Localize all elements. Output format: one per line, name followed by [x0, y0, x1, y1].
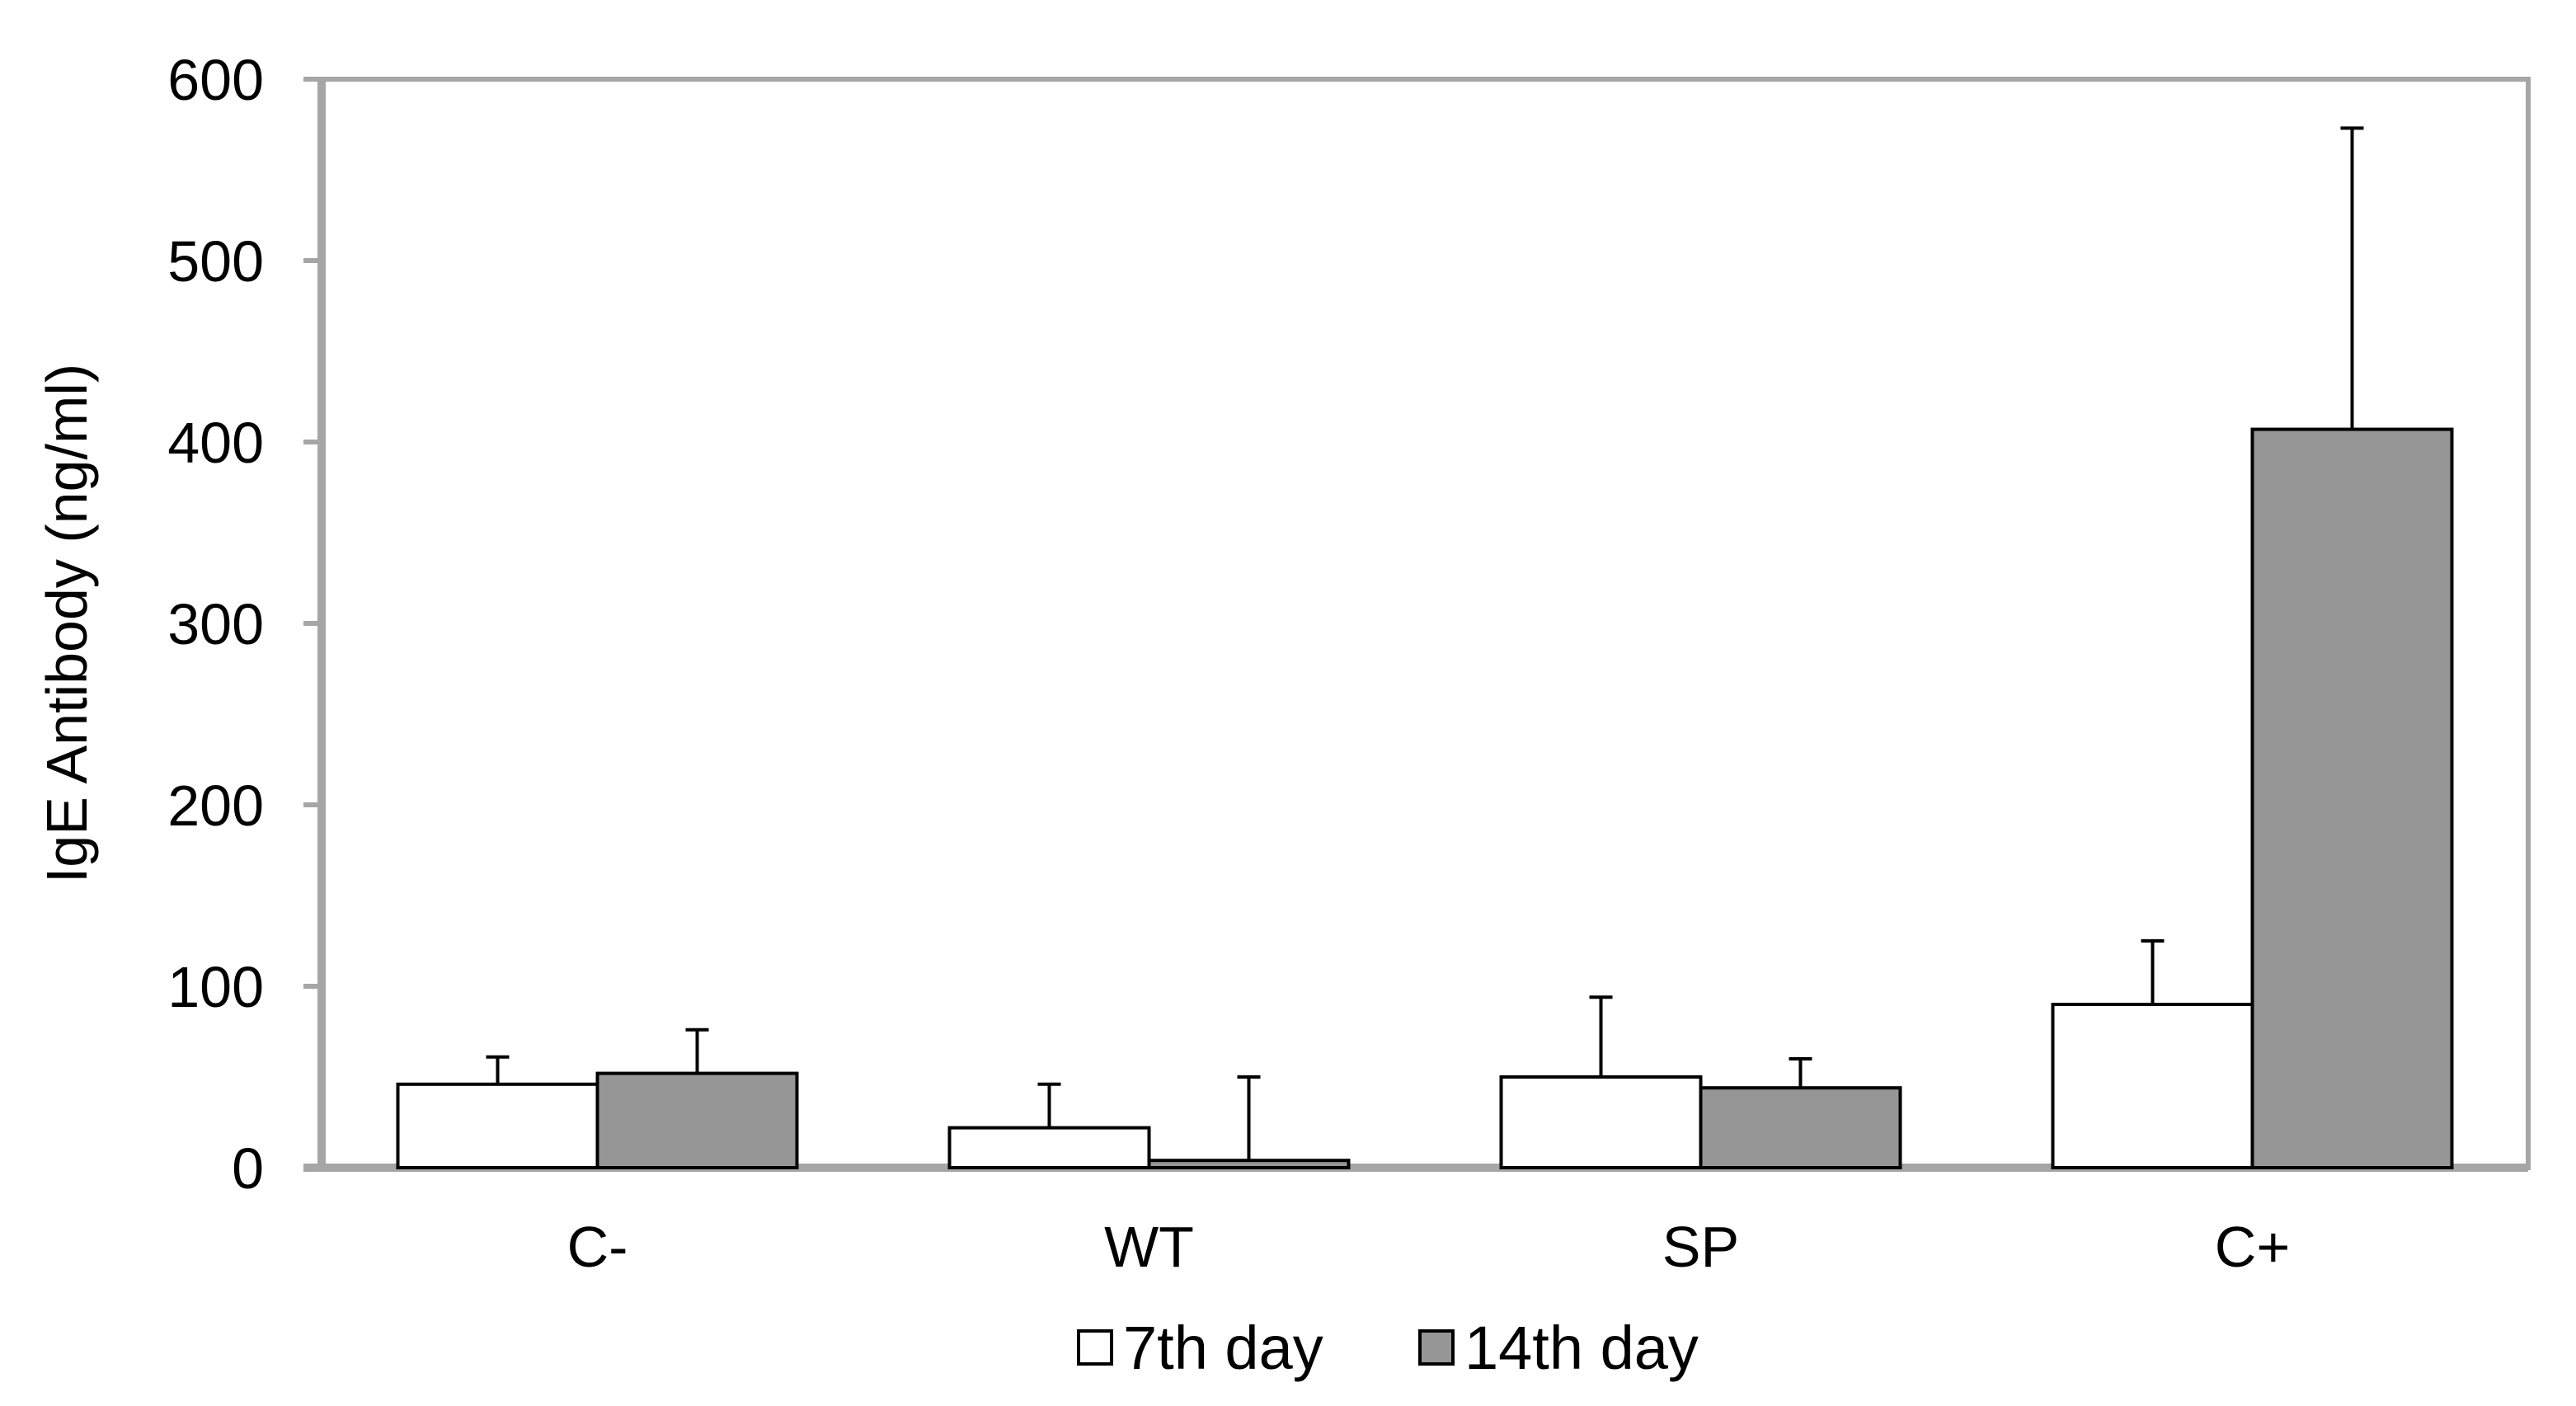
y-tick-label: 400: [167, 411, 264, 475]
bar-cplus-14th-day: [2250, 427, 2454, 1169]
bar-sp-14th-day: [1699, 1086, 1902, 1169]
y-tick-label: 0: [232, 1136, 264, 1201]
bar-cminus-14th-day: [595, 1071, 799, 1169]
y-tick-label: 100: [167, 955, 264, 1019]
x-category-label: C+: [2215, 1215, 2290, 1279]
y-tick-label: 200: [167, 774, 264, 838]
legend-swatch-7th-day: [1077, 1329, 1113, 1366]
bar-wt-14th-day: [1147, 1159, 1351, 1169]
y-axis-title: IgE Antibody (ng/ml): [35, 364, 99, 883]
y-tick-label: 300: [167, 592, 264, 656]
bar-cminus-7th-day: [396, 1082, 599, 1170]
legend-swatch-14th-day: [1418, 1329, 1455, 1366]
legend-label-7th-day: 7th day: [1123, 1314, 1323, 1382]
legend-label-14th-day: 14th day: [1464, 1314, 1699, 1382]
y-tick-label: 600: [167, 48, 264, 112]
x-category-label: WT: [1104, 1215, 1194, 1279]
legend: 7th day 14th day: [1077, 1314, 1699, 1382]
x-category-label: SP: [1662, 1215, 1739, 1279]
x-category-label: C-: [567, 1215, 628, 1279]
bar-sp-7th-day: [1499, 1075, 1703, 1169]
y-tick-label: 500: [167, 229, 264, 294]
bar-cplus-7th-day: [2051, 1003, 2254, 1169]
bar-wt-7th-day: [947, 1126, 1151, 1169]
